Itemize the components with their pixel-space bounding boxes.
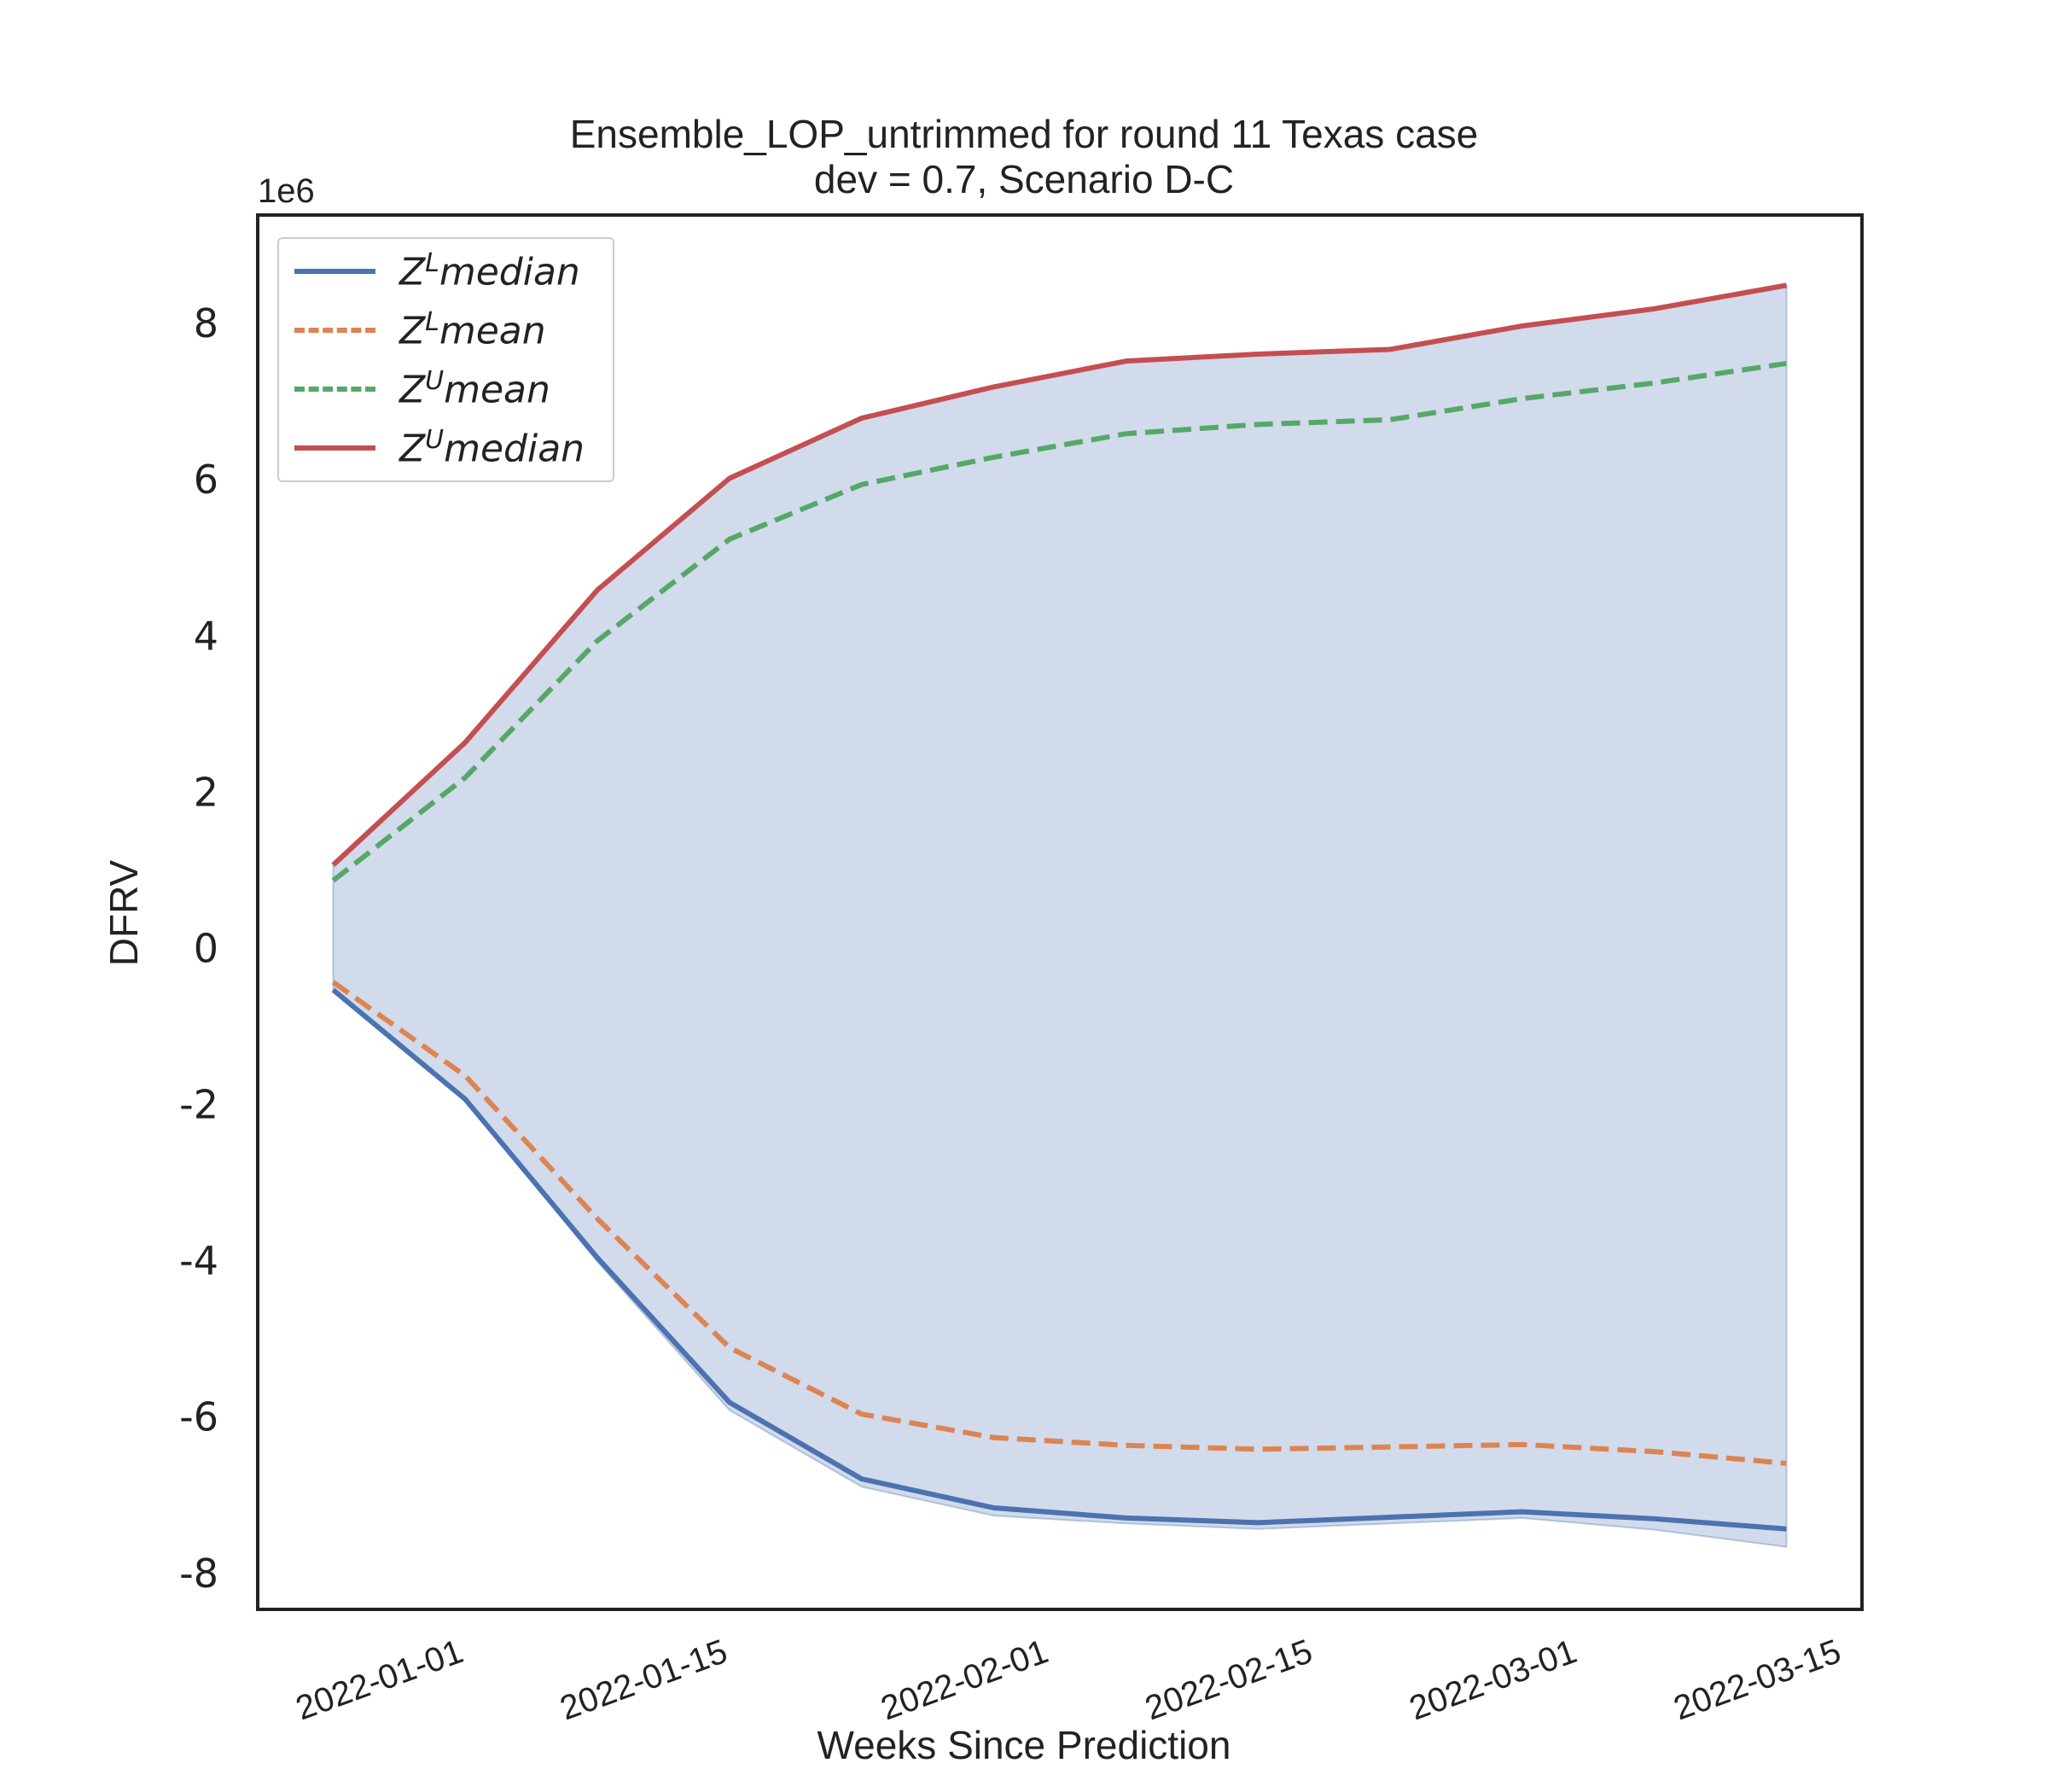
y-tick-label: -6 [179, 1394, 218, 1440]
y-axis-label: DFRV [101, 860, 147, 966]
legend-label-zu-median: ZUmedian [399, 425, 585, 471]
y-tick-label: 8 [194, 300, 218, 346]
legend-entry-zu-median: ZUmedian [294, 422, 585, 474]
chart-title-line-1: Ensemble_LOP_untrimmed for round 11 Texa… [0, 111, 2048, 157]
y-tick-label: -4 [179, 1238, 218, 1284]
y-tick-label: -2 [179, 1082, 218, 1128]
legend-entry-zu-mean: ZUmean [294, 364, 550, 415]
x-axis-label: Weeks Since Prediction [0, 1722, 2048, 1768]
legend: ZLmedian ZLmean ZUmean ZUmedian [277, 237, 614, 482]
y-tick-label: 0 [194, 925, 218, 971]
legend-swatch-zu-median [294, 445, 375, 451]
x-tick-label: 2022-03-15 [1669, 1632, 1846, 1727]
x-tick-label: 2022-02-01 [876, 1632, 1053, 1727]
y-tick-label: -8 [179, 1551, 218, 1597]
legend-entry-zl-mean: ZLmean [294, 305, 546, 356]
x-tick-label: 2022-03-01 [1405, 1632, 1581, 1727]
y-axis-offset-label: 1e6 [258, 172, 315, 211]
y-tick-label: 2 [194, 769, 218, 815]
legend-label-zu-mean: ZUmean [399, 366, 550, 412]
legend-label-zl-median: ZLmedian [399, 248, 580, 294]
legend-label-zl-mean: ZLmean [399, 307, 546, 353]
legend-swatch-zl-mean [294, 328, 375, 333]
legend-entry-zl-median: ZLmedian [294, 246, 580, 297]
x-tick-label: 2022-02-15 [1140, 1632, 1317, 1727]
y-tick-label: 6 [194, 457, 218, 503]
legend-swatch-zl-median [294, 269, 375, 274]
legend-swatch-zu-mean [294, 387, 375, 392]
y-tick-label: 4 [194, 613, 218, 659]
x-tick-label: 2022-01-01 [291, 1632, 468, 1727]
x-tick-label: 2022-01-15 [556, 1632, 732, 1727]
